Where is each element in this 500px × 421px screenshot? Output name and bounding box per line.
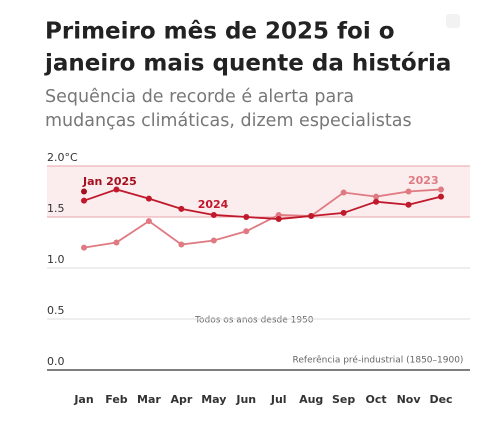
x-tick-label: Apr bbox=[170, 393, 192, 406]
point bbox=[178, 241, 185, 248]
point bbox=[81, 188, 87, 195]
x-tick-label: Jun bbox=[235, 393, 256, 406]
series-label: Jan 2025 bbox=[82, 175, 137, 188]
series-line bbox=[83, 188, 442, 220]
point bbox=[243, 228, 250, 235]
point bbox=[373, 198, 380, 205]
series-label: 2024 bbox=[198, 198, 229, 211]
x-tick-label: Jul bbox=[270, 393, 287, 406]
x-tick-label: Dec bbox=[429, 393, 452, 406]
y-tick-label: 1.0 bbox=[47, 253, 65, 266]
point bbox=[113, 239, 120, 246]
point bbox=[438, 193, 444, 200]
x-tick-label: May bbox=[201, 393, 226, 406]
x-tick-label: Oct bbox=[366, 393, 387, 406]
point bbox=[81, 197, 87, 204]
point bbox=[113, 186, 120, 193]
series-line bbox=[83, 188, 442, 249]
x-tick-label: Sep bbox=[332, 393, 355, 406]
y-tick-label: 1.5 bbox=[47, 202, 65, 215]
x-tick-label: Nov bbox=[397, 393, 422, 406]
annotation: Todos os anos desde 1950 bbox=[194, 316, 314, 326]
point bbox=[405, 188, 412, 195]
point bbox=[81, 244, 87, 251]
point bbox=[210, 211, 217, 218]
x-tick-label: Aug bbox=[299, 393, 323, 406]
point bbox=[145, 218, 152, 225]
chart-title: janeiro mais quente da história bbox=[44, 51, 451, 77]
point bbox=[438, 186, 444, 193]
series-label: 2023 bbox=[408, 174, 439, 187]
y-tick-label: 2.0°C bbox=[47, 151, 78, 164]
point bbox=[275, 216, 282, 223]
point bbox=[405, 201, 412, 208]
y-tick-label: 0.5 bbox=[47, 304, 65, 317]
x-tick-label: Feb bbox=[105, 393, 128, 406]
point bbox=[178, 205, 185, 212]
x-tick-label: Mar bbox=[137, 393, 161, 406]
point bbox=[340, 189, 347, 196]
point bbox=[373, 193, 380, 200]
share-icon[interactable] bbox=[446, 14, 460, 28]
chart-subtitle: mudanças climáticas, dizem especialistas bbox=[45, 111, 412, 131]
point bbox=[243, 214, 250, 220]
chart-subtitle: Sequência de recorde é alerta para bbox=[45, 87, 354, 107]
point bbox=[210, 237, 217, 244]
point bbox=[308, 212, 315, 219]
chart-title: Primeiro mês de 2025 foi o bbox=[45, 19, 395, 45]
point bbox=[340, 209, 347, 216]
point bbox=[145, 195, 152, 202]
y-tick-label: 0.0 bbox=[47, 355, 65, 368]
x-tick-label: Jan bbox=[73, 393, 93, 406]
annotation: Referência pré-industrial (1850–1900) bbox=[293, 355, 464, 366]
